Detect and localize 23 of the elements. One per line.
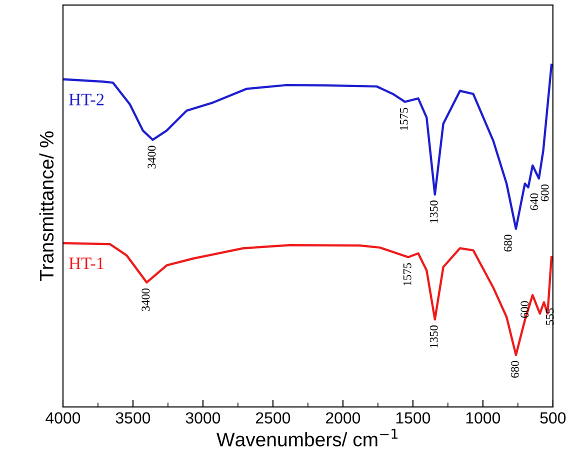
annotation: 1350 — [430, 200, 438, 223]
series-label: HT-2 — [69, 94, 104, 106]
x-tick-label: 4000 — [46, 412, 80, 424]
annotation: 680 — [504, 234, 512, 252]
x-tick-label: 2500 — [256, 412, 290, 424]
series-label: HT-1 — [69, 258, 104, 270]
x-tick-label: 1000 — [466, 412, 500, 424]
annotation: 680 — [510, 360, 519, 378]
x-tick-label: 1500 — [396, 412, 430, 424]
y-axis-title: Transmittance/ % — [39, 131, 54, 281]
x-tick-label: 500 — [540, 412, 566, 424]
x-tick-label: 3000 — [186, 412, 220, 424]
annotation: 1575 — [400, 108, 408, 130]
annotation: 3400 — [142, 288, 150, 312]
annotation: 600 — [520, 301, 529, 318]
x-tick-label: 3500 — [116, 412, 150, 424]
x-axis-title: Wavenumbers/ cm$^{−1}$ — [216, 428, 398, 446]
annotation: 640 — [530, 193, 538, 210]
annotation: 1350 — [430, 325, 438, 348]
annotation: 1575 — [403, 263, 412, 286]
annotation: 3400 — [148, 146, 156, 168]
x-tick-label: 2000 — [326, 412, 360, 424]
annotation: 600 — [540, 184, 549, 202]
